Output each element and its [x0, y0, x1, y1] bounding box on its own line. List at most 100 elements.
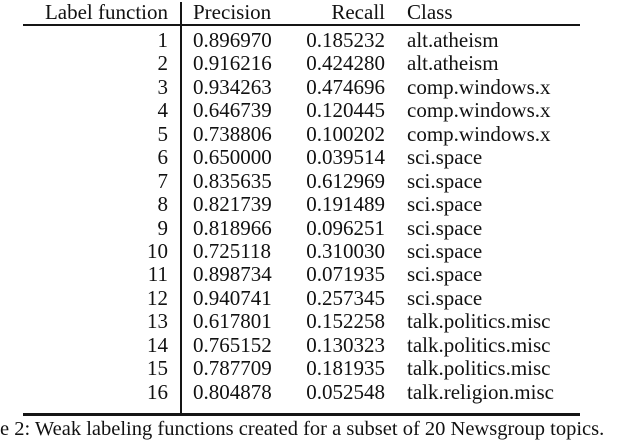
table-row: 14 0.765152 0.130323 talk.politics.misc — [23, 332, 583, 357]
cell-label-function-id: 8 — [157, 192, 169, 217]
cell-gap — [168, 123, 193, 146]
cell-recall: 0.612969 — [306, 168, 385, 193]
cell-precision: 0.617801 — [193, 309, 272, 334]
cell-gap — [168, 99, 193, 122]
cell-label-function-id: 3 — [157, 74, 169, 99]
cell-label-function-id: 9 — [157, 215, 169, 240]
cell-precision: 0.835635 — [193, 168, 272, 193]
cell-gap — [168, 29, 193, 52]
cell-gap — [385, 263, 407, 286]
cell-recall: 0.185232 — [306, 28, 385, 52]
cell-gap — [168, 381, 193, 404]
cell-gap — [385, 217, 407, 240]
cell-gap — [385, 193, 407, 216]
cell-precision: 0.650000 — [193, 145, 272, 170]
cell-gap — [385, 287, 407, 310]
cell-gap — [168, 52, 193, 75]
cell-precision: 0.738806 — [193, 121, 272, 146]
header-rule — [23, 24, 580, 26]
cell-gap — [168, 334, 193, 357]
header-recall: Recall — [331, 0, 385, 24]
cell-recall: 0.100202 — [306, 121, 385, 146]
cell-recall: 0.130323 — [306, 332, 385, 357]
cell-class: talk.religion.misc — [407, 379, 554, 404]
table-row: 3 0.934263 0.474696 comp.windows.x — [23, 74, 583, 99]
table-row: 13 0.617801 0.152258 talk.politics.misc — [23, 309, 583, 334]
header-label-function: Label function — [44, 0, 168, 24]
table-row: 11 0.898734 0.071935 sci.space — [23, 262, 583, 287]
cell-gap — [168, 287, 193, 310]
cell-class: sci.space — [407, 192, 483, 217]
cell-gap — [168, 310, 193, 333]
cell-precision: 0.804878 — [193, 379, 272, 404]
cell-precision: 0.725118 — [193, 238, 271, 263]
cell-label-function-id: 6 — [157, 145, 169, 170]
cell-label-function-id: 12 — [147, 285, 168, 310]
cell-label-function-id: 7 — [157, 168, 169, 193]
cell-gap — [385, 123, 407, 146]
cell-class: alt.atheism — [407, 28, 499, 52]
cell-precision: 0.896970 — [193, 28, 272, 52]
cell-class: sci.space — [407, 145, 483, 170]
cell-gap — [168, 170, 193, 193]
table-row: 5 0.738806 0.100202 comp.windows.x — [23, 121, 583, 146]
cell-recall: 0.039514 — [306, 145, 385, 170]
cell-precision: 0.818966 — [193, 215, 272, 240]
cell-class: talk.politics.misc — [407, 356, 551, 381]
cell-label-function-id: 14 — [147, 332, 168, 357]
cell-label-function-id: 13 — [147, 309, 168, 334]
table-row: 2 0.916216 0.424280 alt.atheism — [23, 51, 583, 76]
table-row: 6 0.650000 0.039514 sci.space — [23, 145, 583, 170]
cell-precision: 0.916216 — [193, 51, 272, 76]
cell-precision: 0.898734 — [193, 262, 272, 287]
table-caption: e 2: Weak labeling functions created for… — [0, 418, 605, 440]
bottom-rule — [23, 413, 580, 416]
cell-class: alt.atheism — [407, 51, 499, 76]
header-precision: Precision — [193, 0, 272, 24]
cell-label-function-id: 1 — [157, 28, 169, 52]
cell-gap — [385, 170, 407, 193]
cell-gap — [168, 193, 193, 216]
cell-label-function-id: 11 — [147, 262, 168, 287]
cell-gap — [385, 310, 407, 333]
table-row: 16 0.804878 0.052548 talk.religion.misc — [23, 379, 583, 404]
cell-recall: 0.191489 — [306, 192, 385, 217]
table-row: 15 0.787709 0.181935 talk.politics.misc — [23, 356, 583, 381]
cell-class: sci.space — [407, 262, 483, 287]
cell-gap — [385, 52, 407, 75]
cell-label-function-id: 2 — [157, 51, 169, 76]
cell-recall: 0.120445 — [306, 98, 385, 123]
table-row: 10 0.725118 0.310030 sci.space — [23, 238, 583, 263]
cell-precision: 0.934263 — [193, 74, 272, 99]
cell-gap — [385, 76, 407, 99]
cell-class: talk.politics.misc — [407, 309, 551, 334]
cell-class: sci.space — [407, 238, 483, 263]
cell-class: comp.windows.x — [407, 98, 551, 123]
cell-gap — [168, 76, 193, 99]
table-row: 12 0.940741 0.257345 sci.space — [23, 285, 583, 310]
cell-class: comp.windows.x — [407, 74, 551, 99]
cell-gap — [385, 357, 407, 380]
cell-gap — [168, 240, 193, 263]
cell-gap — [385, 381, 407, 404]
cell-gap — [168, 357, 193, 380]
cell-label-function-id: 15 — [147, 356, 168, 381]
cell-precision: 0.646739 — [193, 98, 272, 123]
cell-label-function-id: 16 — [147, 379, 168, 404]
cell-label-function-id: 4 — [157, 98, 169, 123]
cell-gap — [385, 146, 407, 169]
cell-class: sci.space — [407, 215, 483, 240]
cell-gap — [168, 146, 193, 169]
cell-gap — [168, 217, 193, 240]
column-separator-line — [180, 2, 182, 413]
table-row: 7 0.835635 0.612969 sci.space — [23, 168, 583, 193]
table-row: 9 0.818966 0.096251 sci.space — [23, 215, 583, 240]
header-gap — [385, 1, 407, 24]
cell-precision: 0.787709 — [193, 356, 272, 381]
cell-gap — [168, 263, 193, 286]
table-row: 8 0.821739 0.191489 sci.space — [23, 192, 583, 217]
cell-gap — [385, 240, 407, 263]
header-class: Class — [407, 0, 453, 24]
table-body: 1 0.896970 0.185232 alt.atheism 2 0.9162… — [23, 28, 583, 404]
